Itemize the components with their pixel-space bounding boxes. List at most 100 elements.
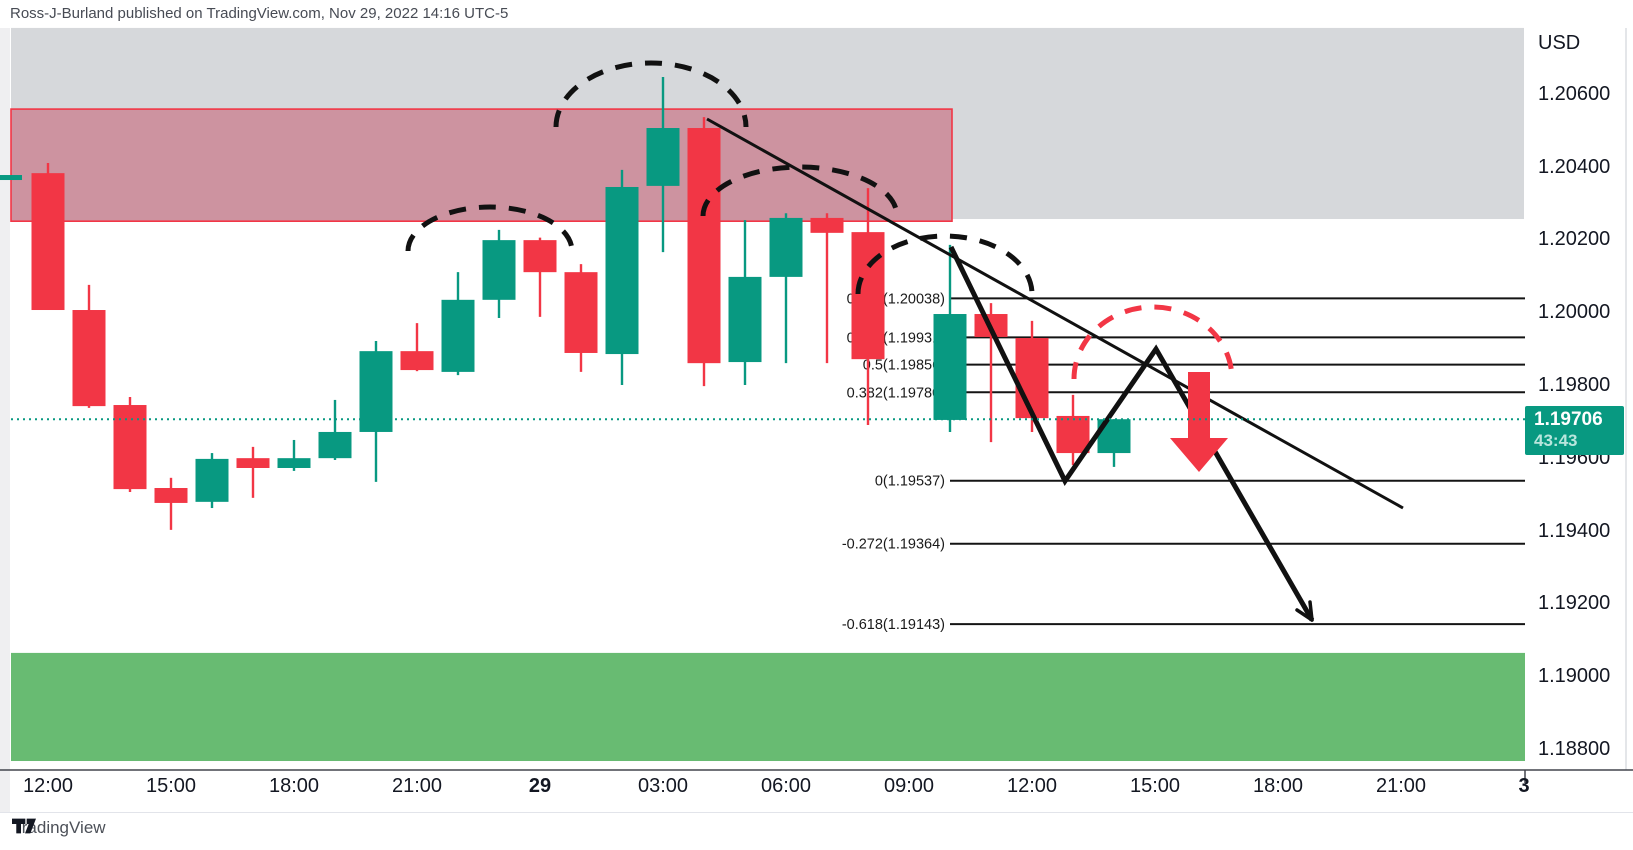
candle-body xyxy=(72,310,106,407)
fib-level-label: 0.382(1.19780) xyxy=(847,385,945,401)
price-tick-label: 1.20400 xyxy=(1538,155,1611,178)
candle-body xyxy=(687,128,721,364)
price-tick-label: 1.20000 xyxy=(1538,301,1611,324)
time-tick-label: 21:00 xyxy=(1375,775,1427,797)
demand-zone-green[interactable] xyxy=(11,652,1525,762)
candle-body xyxy=(851,232,885,360)
partial-candle-edge xyxy=(0,175,22,181)
candle-body xyxy=(810,217,844,233)
time-tick-label: 03:00 xyxy=(637,775,689,797)
candle[interactable] xyxy=(1056,394,1090,466)
candle-body xyxy=(564,272,598,353)
candle-body xyxy=(113,405,147,490)
candle[interactable] xyxy=(31,162,65,311)
tradingview-footer: TradingView xyxy=(12,818,106,838)
price-tick-label: 1.19400 xyxy=(1538,519,1611,542)
candle-body xyxy=(605,186,639,355)
price-tick-label: 1.18800 xyxy=(1538,738,1611,760)
candle-body xyxy=(482,240,516,300)
candle[interactable] xyxy=(482,229,516,319)
rounded-top-arc-1[interactable] xyxy=(405,204,575,252)
supply-zone-red[interactable] xyxy=(10,108,953,222)
tradingview-logo-icon xyxy=(12,818,36,834)
candle-body xyxy=(933,314,967,420)
price-tick-label: 1.20200 xyxy=(1538,228,1611,251)
fib-retracement-tool[interactable]: 0.786(1.20038)0.618(1.19931)0.5(1.19856)… xyxy=(842,291,1525,633)
candle[interactable] xyxy=(646,77,680,253)
fib-level-label: -0.618(1.19143) xyxy=(842,617,945,633)
time-tick-label: 21:00 xyxy=(391,775,443,797)
candle-body xyxy=(277,458,311,468)
candle-body xyxy=(195,458,229,502)
candle[interactable] xyxy=(810,213,844,364)
candle-body xyxy=(400,351,434,371)
price-tick-label: 1.19000 xyxy=(1538,665,1611,688)
candle[interactable] xyxy=(400,323,434,372)
candle-body xyxy=(646,128,680,186)
red-down-arrow[interactable] xyxy=(1170,372,1228,472)
candle[interactable] xyxy=(523,237,557,317)
candle-body xyxy=(318,431,352,459)
price-tick-label: 1.19200 xyxy=(1538,592,1611,615)
candle[interactable] xyxy=(195,453,229,509)
time-tick-label: 15:00 xyxy=(145,775,197,797)
candle-body xyxy=(31,173,65,311)
candle[interactable] xyxy=(851,188,885,426)
candle[interactable] xyxy=(441,272,475,376)
fib-level-label: 0(1.19537) xyxy=(875,474,945,490)
price-axis-currency-label: USD xyxy=(1538,32,1581,54)
red-down-arrow-head xyxy=(1170,438,1228,472)
candle[interactable] xyxy=(359,340,393,482)
candle-body xyxy=(359,351,393,432)
time-tick-label: 3 xyxy=(1518,775,1530,797)
candle[interactable] xyxy=(1097,419,1131,467)
candle[interactable] xyxy=(236,446,270,498)
zigzag-projection-path[interactable] xyxy=(948,245,1315,622)
time-tick-label: 18:00 xyxy=(1252,775,1304,797)
candle[interactable] xyxy=(72,284,106,408)
candle[interactable] xyxy=(113,397,147,493)
time-tick-label: 06:00 xyxy=(760,775,812,797)
red-down-arrow-shaft xyxy=(1188,372,1210,438)
candle[interactable] xyxy=(318,399,352,460)
candle-body xyxy=(236,458,270,468)
candle[interactable] xyxy=(154,477,188,530)
projected-rounded-top-red[interactable] xyxy=(1071,304,1235,380)
time-tick-label: 15:00 xyxy=(1129,775,1181,797)
candle-body xyxy=(1015,338,1049,419)
zigzag-arrowhead xyxy=(1308,600,1314,622)
price-tick-label: 1.20600 xyxy=(1538,82,1611,105)
time-tick-label: 12:00 xyxy=(22,775,74,797)
descending-trendline[interactable] xyxy=(706,117,1404,510)
fib-level-label: 0.5(1.19856) xyxy=(863,358,945,374)
rounded-top-arc-2[interactable] xyxy=(553,60,749,128)
zigzag-arrowhead xyxy=(1295,608,1314,622)
time-tick-label: 29 xyxy=(528,775,552,797)
price-tick-label: 1.19800 xyxy=(1538,374,1611,396)
candle[interactable] xyxy=(277,439,311,471)
current-price-value: 1.19706 xyxy=(1534,409,1603,430)
time-tick-label: 18:00 xyxy=(268,775,320,797)
candle-body xyxy=(728,276,762,363)
candle-body xyxy=(523,240,557,273)
fib-level-label: -0.272(1.19364) xyxy=(842,537,945,553)
candle[interactable] xyxy=(769,213,803,364)
candle-body xyxy=(441,299,475,372)
candle[interactable] xyxy=(933,244,967,432)
candle-body xyxy=(154,488,188,503)
candle[interactable] xyxy=(687,117,721,387)
left-margin-strip xyxy=(0,28,10,812)
time-tick-label: 09:00 xyxy=(883,775,935,797)
time-tick-label: 12:00 xyxy=(1006,775,1058,797)
candle[interactable] xyxy=(605,169,639,385)
candle[interactable] xyxy=(728,220,762,385)
candle[interactable] xyxy=(564,264,598,372)
candle-body xyxy=(1056,415,1090,454)
tradingview-brand-text: TradingView xyxy=(12,818,106,837)
candle-series[interactable] xyxy=(31,77,1131,530)
current-price-tag: 1.19706 43:43 xyxy=(1525,406,1624,455)
candle-countdown-timer: 43:43 xyxy=(1534,431,1578,450)
candle-body xyxy=(769,217,803,277)
